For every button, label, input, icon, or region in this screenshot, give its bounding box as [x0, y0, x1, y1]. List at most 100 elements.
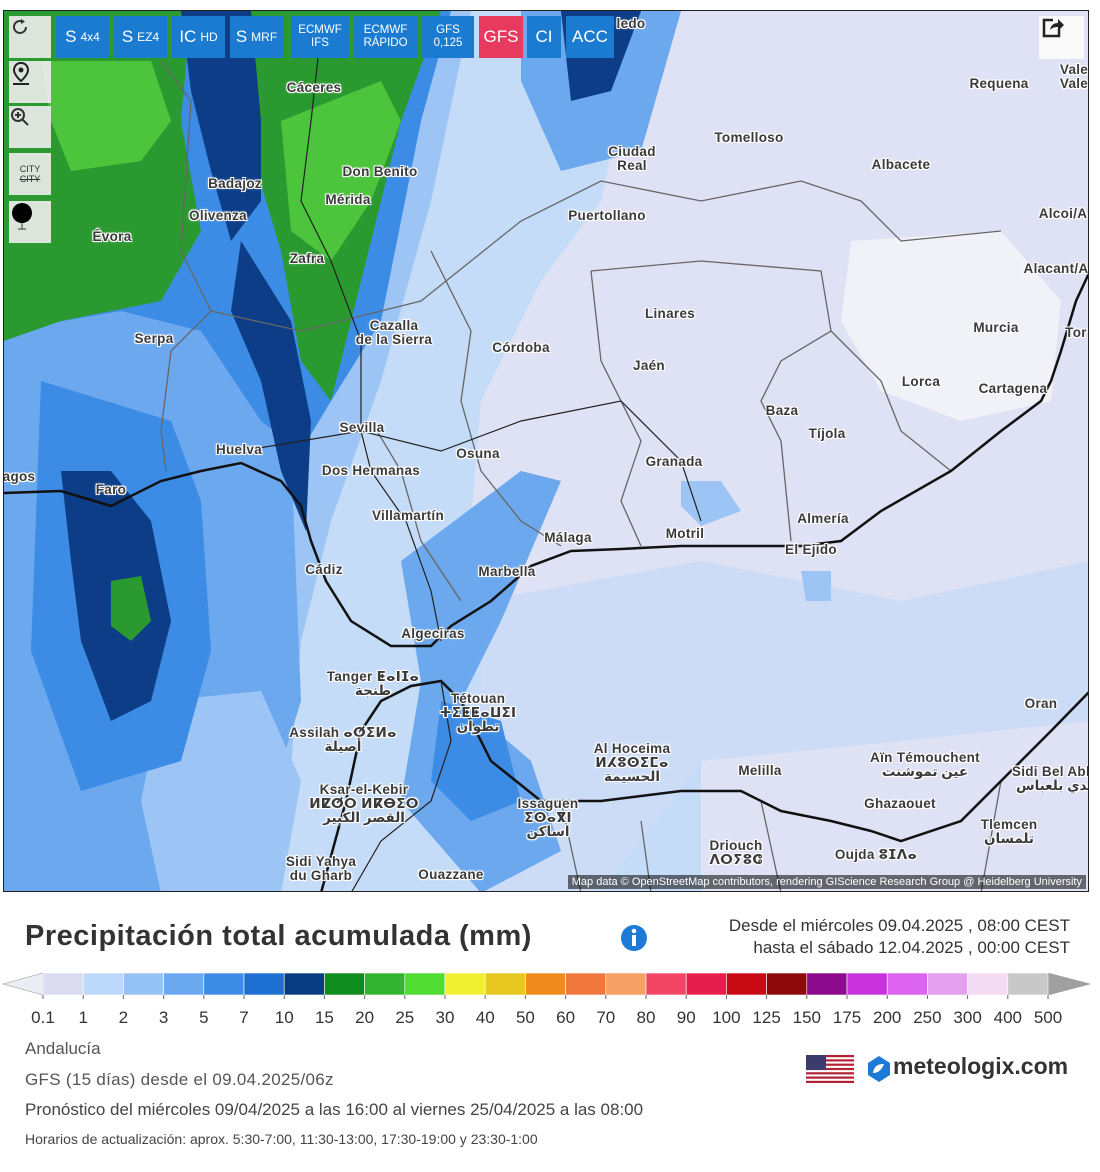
city-label: Zafra — [289, 251, 325, 266]
button-sub: RÁPIDO — [363, 37, 408, 49]
update-times: Horarios de actualización: aprox. 5:30-7… — [25, 1131, 538, 1147]
precip-field — [181, 11, 261, 241]
colorbar-cell — [1007, 972, 1049, 996]
city-label: Linares — [644, 306, 696, 321]
city-text-struck: CITY — [19, 174, 41, 184]
city-label: Don Benito — [342, 164, 418, 179]
button-sub: EZ4 — [137, 30, 160, 44]
pin-icon — [12, 61, 30, 85]
city-label: Puertollano — [568, 208, 646, 223]
model-button[interactable]: ECMWF RÁPIDO — [354, 16, 417, 58]
share-button[interactable] — [1039, 16, 1084, 59]
colorbar-cell — [82, 972, 124, 996]
city-label: Oujda ⵓⵊⴷⴰ — [834, 847, 918, 862]
model-button[interactable]: S 4x4 — [56, 16, 109, 58]
model-button[interactable]: S MRF — [230, 16, 283, 58]
city-label: Alacant/A — [1023, 261, 1089, 276]
colorbar-tick-label: 25 — [395, 1008, 414, 1027]
model-button[interactable]: ACC — [566, 16, 614, 58]
colorbar-cell — [967, 972, 1009, 996]
colorbar-cell — [685, 972, 727, 996]
colorbar-tick-label: 20 — [355, 1008, 374, 1027]
city-label: Tíjola — [808, 426, 846, 441]
zoom-button[interactable] — [9, 106, 51, 148]
model-button[interactable]: ECMWF IFS — [291, 16, 349, 58]
city-label: Murcia — [973, 320, 1019, 335]
colorbar-tick-label: 7 — [239, 1008, 248, 1027]
city-text: CITY — [19, 164, 41, 174]
precip-field — [111, 576, 151, 641]
forecast-range: Pronóstico del miércoles 09/04/2025 a la… — [25, 1100, 644, 1119]
button-main: ACC — [572, 27, 608, 46]
share-icon — [1042, 18, 1064, 38]
city-label: Ciudad Real — [608, 144, 656, 173]
dot-button[interactable] — [9, 201, 51, 243]
colorbar-tick-label: 2 — [119, 1008, 128, 1027]
region: Andalucía — [25, 1039, 101, 1058]
colorbar-cell — [806, 972, 848, 996]
precip-field — [841, 231, 1061, 421]
button-sub: IFS — [311, 37, 329, 49]
brand-icon — [868, 1056, 890, 1082]
colorbar-tick-label: 70 — [596, 1008, 615, 1027]
map[interactable]: Cáceres Tomelloso Requena Ciudad Real Do… — [3, 10, 1089, 892]
button-main: IC — [179, 27, 197, 46]
city-toggle[interactable]: CITY CITY — [9, 153, 51, 195]
city-label: Lorca — [901, 374, 941, 389]
model-button[interactable]: GFS — [479, 16, 523, 58]
precip-field — [281, 81, 401, 261]
borders — [160, 60, 1002, 891]
city-label: Ksar-el-Kebir ⵍⵇⵚⵔ ⵍⴽⴱⵉⵔ القصر الكبير — [309, 782, 419, 825]
model-button[interactable]: CI — [527, 16, 561, 58]
brand[interactable]: meteologix.com — [893, 1053, 1069, 1079]
city-label: Assilah ⴰⵚⵉⵍⴰ أصيلة — [289, 725, 397, 754]
zoom-icon — [11, 108, 29, 126]
city-label: Sevilla — [339, 420, 385, 435]
city-label: Baza — [765, 403, 799, 418]
city-label: Ouazzane — [418, 867, 484, 882]
city-label: Villamartín — [371, 508, 445, 523]
refresh-icon — [13, 19, 27, 34]
period-to: hasta el sábado 12.04.2025 , 00:00 CEST — [753, 938, 1070, 957]
model-button[interactable]: IC HD — [172, 16, 225, 58]
city-label: ledo — [616, 16, 646, 31]
colorbar-over — [1047, 972, 1092, 996]
city-label: Badajoz — [208, 176, 262, 191]
refresh-button[interactable] — [9, 16, 51, 58]
city-label: Sidi Bel Abbès سيدي بلعباس — [1011, 764, 1088, 793]
info-icon[interactable] — [619, 923, 649, 953]
colorbar-tick-label: 500 — [1034, 1008, 1062, 1027]
colorbar-cell — [243, 972, 285, 996]
colorbar-cell — [364, 972, 406, 996]
model-button[interactable]: S EZ4 — [114, 16, 167, 58]
city-label: agos — [3, 469, 36, 484]
model-run: GFS (15 días) desde el 09.04.2025/06z — [25, 1070, 334, 1089]
colorbar-cell — [123, 972, 164, 996]
colorbar-tick-label: 400 — [994, 1008, 1022, 1027]
button-main: ECMWF — [298, 24, 342, 36]
colorbar-tick-label: 50 — [516, 1008, 535, 1027]
period-from: Desde el miércoles 09.04.2025 , 08:00 CE… — [728, 916, 1070, 935]
city-label: Dos Hermanas — [321, 463, 421, 478]
button-main: GFS — [483, 27, 519, 46]
colorbar-cell — [324, 972, 365, 996]
city-label: Marbella — [478, 564, 536, 579]
precip-field — [231, 241, 311, 531]
us-flag[interactable] — [806, 1055, 854, 1083]
city-label: Aïn Témouchent عين تموشنت — [870, 750, 980, 779]
colorbar-cell — [283, 972, 325, 996]
city-label: Tor — [1065, 325, 1087, 340]
city-label: Requena — [969, 76, 1029, 91]
colorbar-tick-label: 150 — [793, 1008, 821, 1027]
colorbar: 0.1 1 2 3 5 7 10 15 20 25 30 40 50 60 70 80 90 100 125 150 1… — [1, 972, 1092, 1027]
location-button[interactable] — [9, 61, 51, 103]
colorbar-tick-label: 1 — [78, 1008, 87, 1027]
colorbar-cell — [444, 972, 486, 996]
city-label: Tomelloso — [714, 130, 784, 145]
button-main: S — [65, 27, 77, 46]
colorbar-cell — [525, 972, 566, 996]
button-main: S — [235, 27, 248, 46]
model-button[interactable]: GFS 0,125 — [422, 16, 474, 58]
city-label: Cáceres — [286, 80, 342, 95]
coastline — [4, 272, 1088, 891]
